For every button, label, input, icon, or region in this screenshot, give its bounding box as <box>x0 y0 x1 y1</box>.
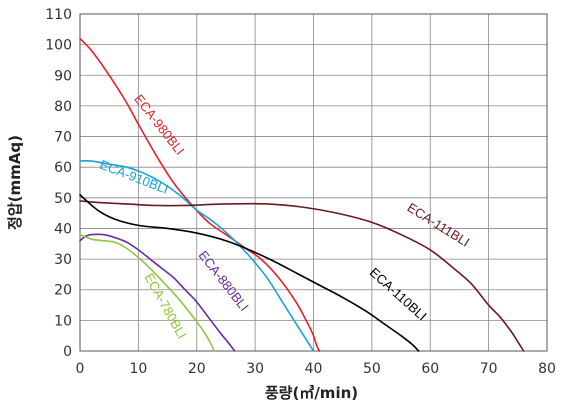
series-label-eca-110bli: ECA-110BLI <box>367 265 430 324</box>
x-tick-label: 70 <box>480 361 498 377</box>
y-tick-label: 90 <box>54 68 72 84</box>
series-curves <box>79 37 525 352</box>
y-tick-label: 60 <box>54 160 72 176</box>
y-tick-label: 50 <box>54 191 72 207</box>
x-tick-label: 10 <box>129 361 147 377</box>
series-label-eca-980bli: ECA-980BLI <box>131 92 187 158</box>
y-tick-label: 100 <box>45 38 72 54</box>
y-tick-label: 40 <box>54 221 72 237</box>
series-label-eca-910bli: ECA-910BLI <box>98 157 171 197</box>
y-tick-label: 80 <box>54 99 72 115</box>
y-tick-labels: 0 10 20 30 40 50 60 70 80 90 100 110 <box>45 7 72 360</box>
y-axis-title: 정압(mmAq) <box>6 135 24 230</box>
series-line-eca-780bli <box>79 233 216 352</box>
y-tick-label: 110 <box>45 7 72 23</box>
x-tick-label: 80 <box>538 361 556 377</box>
x-tick-label: 30 <box>246 361 264 377</box>
series-label-eca-780bli: ECA-780BLI <box>142 271 190 341</box>
x-tick-label: 60 <box>421 361 439 377</box>
series-line-eca-980bli <box>79 37 321 352</box>
series-line-eca-880bli <box>79 233 236 352</box>
series-line-eca-110bli <box>79 193 420 352</box>
series-line-eca-111bli <box>79 200 525 352</box>
y-tick-label: 20 <box>54 283 72 299</box>
series-line-eca-910bli <box>79 160 315 352</box>
series-labels: ECA-980BLIECA-910BLIECA-111BLIECA-110BLI… <box>98 92 473 342</box>
x-tick-labels: 0 10 20 30 40 50 60 70 80 <box>76 361 556 377</box>
x-tick-label: 50 <box>363 361 381 377</box>
x-axis-title: 풍량(㎥/min) <box>265 384 358 402</box>
x-tick-label: 20 <box>188 361 206 377</box>
y-tick-label: 30 <box>54 252 72 268</box>
y-tick-label: 10 <box>54 313 72 329</box>
y-tick-label: 0 <box>63 344 72 360</box>
series-label-eca-880bli: ECA-880BLI <box>195 248 251 314</box>
y-tick-label: 70 <box>54 130 72 146</box>
x-tick-label: 40 <box>305 361 323 377</box>
gridlines <box>80 14 547 351</box>
x-tick-label: 0 <box>76 361 85 377</box>
